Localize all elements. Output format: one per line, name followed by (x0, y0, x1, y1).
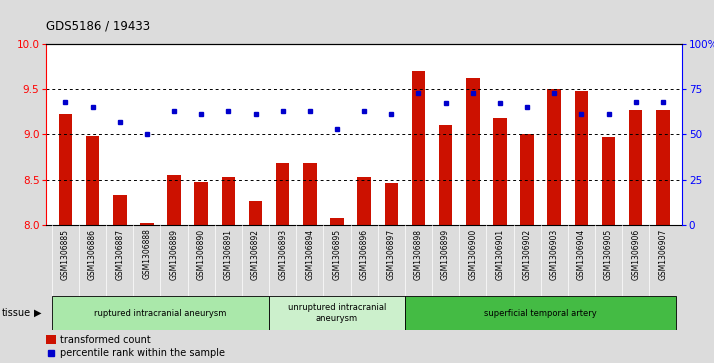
Text: GSM1306903: GSM1306903 (550, 229, 559, 280)
Text: GSM1306901: GSM1306901 (496, 229, 504, 280)
Text: superficial temporal artery: superficial temporal artery (484, 309, 597, 318)
Text: GSM1306905: GSM1306905 (604, 229, 613, 280)
Text: tissue: tissue (1, 308, 31, 318)
Text: GSM1306896: GSM1306896 (360, 229, 368, 280)
Text: GSM1306898: GSM1306898 (414, 229, 423, 280)
Text: GSM1306885: GSM1306885 (61, 229, 70, 280)
Text: GSM1306888: GSM1306888 (142, 229, 151, 280)
Bar (221, 177, 235, 225)
Bar (466, 78, 480, 225)
Bar (493, 118, 507, 225)
Bar (575, 91, 588, 225)
Text: GSM1306889: GSM1306889 (169, 229, 178, 280)
Bar (656, 110, 670, 225)
Bar (194, 182, 208, 225)
Text: GSM1306894: GSM1306894 (306, 229, 314, 280)
Bar (269, 296, 405, 330)
Text: ▶: ▶ (34, 308, 42, 318)
Text: GSM1306890: GSM1306890 (196, 229, 206, 280)
Bar (602, 137, 615, 225)
Bar (303, 163, 316, 225)
Bar (167, 175, 181, 225)
Bar (46, 335, 56, 344)
Bar (276, 163, 289, 225)
Bar (357, 177, 371, 225)
Text: percentile rank within the sample: percentile rank within the sample (61, 347, 226, 358)
Text: GSM1306897: GSM1306897 (387, 229, 396, 280)
Text: GSM1306893: GSM1306893 (278, 229, 287, 280)
Text: GSM1306892: GSM1306892 (251, 229, 260, 280)
Bar (140, 223, 154, 225)
Bar (113, 195, 126, 225)
Text: GDS5186 / 19433: GDS5186 / 19433 (46, 20, 151, 33)
Text: unruptured intracranial
aneurysm: unruptured intracranial aneurysm (288, 303, 386, 323)
Text: GSM1306904: GSM1306904 (577, 229, 586, 280)
Bar (412, 71, 426, 225)
Text: GSM1306902: GSM1306902 (523, 229, 532, 280)
Text: GSM1306900: GSM1306900 (468, 229, 477, 280)
Bar (385, 183, 398, 225)
Text: GSM1306887: GSM1306887 (115, 229, 124, 280)
Bar (405, 296, 676, 330)
Bar (52, 296, 269, 330)
Bar (629, 110, 643, 225)
Text: GSM1306886: GSM1306886 (88, 229, 97, 280)
Text: GSM1306891: GSM1306891 (224, 229, 233, 280)
Bar (86, 136, 99, 225)
Text: transformed count: transformed count (61, 335, 151, 345)
Bar (521, 134, 534, 225)
Text: GSM1306899: GSM1306899 (441, 229, 450, 280)
Text: GSM1306895: GSM1306895 (333, 229, 341, 280)
Bar (439, 125, 453, 225)
Bar (248, 200, 262, 225)
Text: GSM1306907: GSM1306907 (658, 229, 668, 280)
Bar (59, 114, 72, 225)
Text: ruptured intracranial aneurysm: ruptured intracranial aneurysm (94, 309, 226, 318)
Text: GSM1306906: GSM1306906 (631, 229, 640, 280)
Bar (548, 89, 561, 225)
Bar (330, 218, 343, 225)
